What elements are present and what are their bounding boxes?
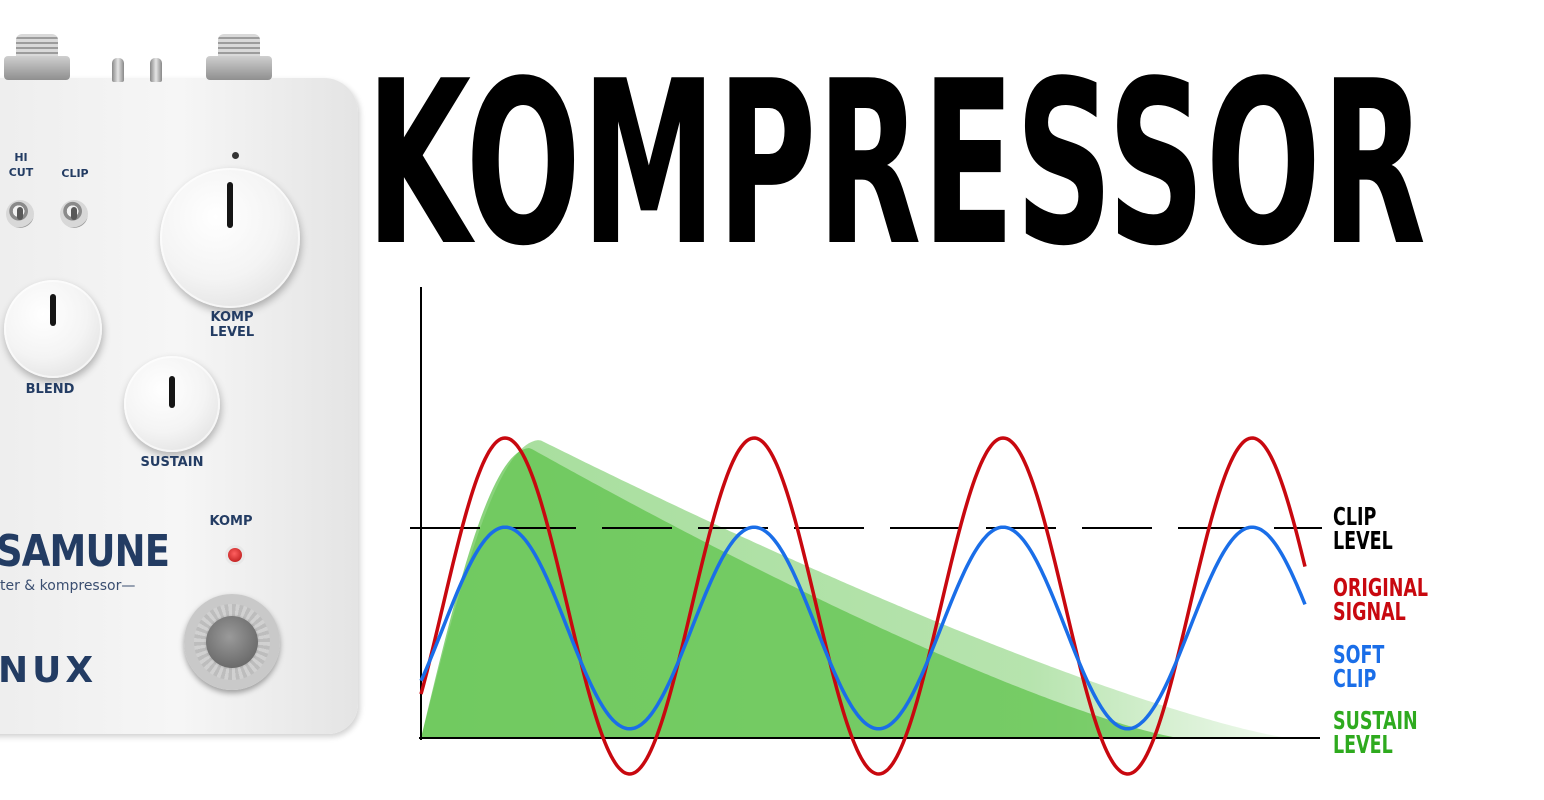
- top-switch-left: [112, 58, 124, 82]
- hi-cut-toggle-switch: [6, 200, 34, 228]
- clip-toggle-switch: [60, 200, 88, 228]
- output-jack: [206, 34, 272, 84]
- komp-level-label: KOMP LEVEL: [209, 310, 255, 340]
- hi-cut-label: HI CUT: [8, 151, 34, 179]
- blend-knob: [4, 280, 102, 378]
- sustain-label: SUSTAIN: [140, 455, 204, 470]
- original-signal-wave: [419, 436, 1307, 776]
- blend-label: BLEND: [25, 382, 75, 397]
- nux-logo: NUX: [0, 650, 98, 691]
- top-switch-right: [150, 58, 162, 82]
- komp-led: [228, 548, 242, 562]
- komp-level-knob: [160, 168, 300, 308]
- soft-clip-wave: [419, 525, 1307, 731]
- knob-marker-dot: [232, 152, 239, 159]
- footswitch-cap: [206, 616, 258, 668]
- clip-label: CLIP: [61, 167, 89, 180]
- input-jack: [4, 34, 70, 84]
- pedal-tagline: ter & kompressor—: [0, 578, 136, 594]
- komp-led-label: KOMP: [209, 514, 253, 529]
- sustain-knob: [124, 356, 220, 452]
- page-title: KOMPRESSOR: [366, 33, 1427, 296]
- legend-original-signal: ORIGINAL SIGNAL: [1333, 573, 1429, 626]
- pedal-name: SAMUNE: [0, 526, 170, 577]
- legend-sustain-level: SUSTAIN LEVEL: [1333, 706, 1418, 759]
- legend-clip-level: CLIP LEVEL: [1333, 502, 1393, 555]
- pedal-image: HI CUT CLIP KOMP LEVEL BLEND SUSTAIN KOM…: [0, 0, 362, 800]
- legend-soft-clip: SOFT CLIP: [1333, 640, 1385, 693]
